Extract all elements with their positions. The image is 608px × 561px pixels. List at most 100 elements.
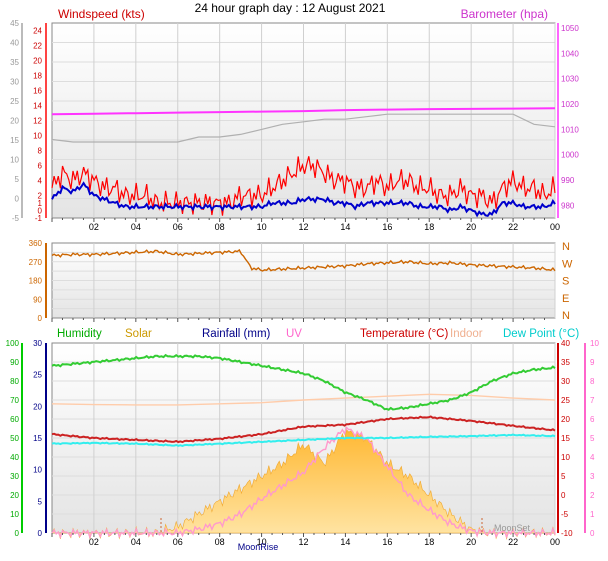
temp-tick: 20: [561, 415, 570, 424]
wind-inner-tick: 1: [38, 199, 43, 208]
legend-uv: UV: [286, 328, 302, 340]
wind-outer-tick: 25: [10, 97, 19, 106]
x-tick-label: 18: [424, 537, 434, 547]
x-tick-label: 02: [89, 537, 99, 547]
dir-tick: 270: [29, 258, 43, 267]
baro-tick: 990: [561, 176, 575, 185]
compass-tick: E: [562, 293, 569, 305]
uv-tick: 8: [590, 377, 595, 386]
x-tick-label: 16: [382, 537, 392, 547]
baro-tick: 1040: [561, 49, 579, 58]
x-tick-label: 08: [215, 537, 225, 547]
wind-outer-tick: 30: [10, 78, 19, 87]
dir-tick: 90: [33, 295, 42, 304]
baro-tick: 980: [561, 201, 575, 210]
series-humidity: [51, 353, 556, 411]
humidity-tick: 40: [10, 453, 19, 462]
uv-tick: 9: [590, 358, 595, 367]
humidity-tick: 50: [10, 434, 19, 443]
series-uv: [51, 426, 556, 540]
wind-inner-tick: 24: [33, 27, 42, 36]
wind-series: [51, 107, 556, 218]
x-tick-label: 20: [466, 222, 476, 232]
wind-outer-tick: 45: [10, 19, 19, 28]
wind-outer-tick: 15: [10, 136, 19, 145]
climate-legend: Humidity Solar Rainfall (mm) UV Temperat…: [57, 328, 579, 340]
wind-outer-tick: 35: [10, 58, 19, 67]
series-wind: [51, 156, 556, 216]
temp-tick: 5: [561, 472, 566, 481]
wind-axis-label: Windspeed (kts): [58, 7, 145, 21]
wind-inner-tick: -1: [35, 214, 43, 223]
series-dir: [51, 248, 556, 272]
wind-inner-tick: 2: [38, 192, 43, 201]
x-tick-label: 10: [257, 537, 267, 547]
wind-inner-tick: 12: [33, 117, 42, 126]
temp-tick: 35: [561, 358, 570, 367]
x-tick-label: 02: [89, 222, 99, 232]
temp-tick: -10: [561, 529, 573, 538]
x-tick-label: 04: [131, 222, 141, 232]
wind-inner-tick: 4: [38, 177, 43, 186]
climate-series: [51, 353, 556, 540]
uv-tick: 6: [590, 415, 595, 424]
legend-humidity: Humidity: [57, 328, 102, 340]
humidity-tick: 70: [10, 396, 19, 405]
wind-outer-tick: 20: [10, 117, 19, 126]
compass-tick: N: [562, 310, 570, 322]
wind-outer-tick: 5: [15, 175, 20, 184]
wind-inner-tick: 0: [38, 207, 43, 216]
wind-inner-tick: 6: [38, 162, 43, 171]
x-tick-label: 22: [508, 222, 518, 232]
x-tick-label: 04: [131, 537, 141, 547]
x-tick-label: 22: [508, 537, 518, 547]
compass-tick: N: [562, 241, 570, 253]
temp-tick: 25: [561, 396, 570, 405]
uv-tick: 7: [590, 396, 595, 405]
direction-series: [51, 248, 556, 272]
x-tick-label: 18: [424, 222, 434, 232]
series-baro_alt: [51, 113, 556, 143]
temp-tick: 30: [561, 377, 570, 386]
wind-inner-tick: 8: [38, 147, 43, 156]
legend-rainfall: Rainfall (mm): [202, 328, 271, 340]
uv-tick: 2: [590, 491, 595, 500]
baro-tick: 1010: [561, 125, 579, 134]
series-baro: [51, 107, 556, 116]
wind-outer-tick: 40: [10, 39, 19, 48]
uv-tick: 4: [590, 453, 595, 462]
x-tick-label: 14: [340, 537, 350, 547]
humidity-tick: 90: [10, 358, 19, 367]
rain-tick: 15: [33, 434, 42, 443]
x-tick-label: 10: [257, 222, 267, 232]
rain-tick: 0: [38, 529, 43, 538]
dir-tick: 180: [29, 277, 43, 286]
legend-dewpoint: Dew Point (°C): [503, 328, 579, 340]
uv-tick: 5: [590, 434, 595, 443]
series-dewpoint: [51, 433, 556, 447]
temp-tick: 0: [561, 491, 566, 500]
x-tick-label: 06: [173, 222, 183, 232]
wind-inner-tick: 20: [33, 57, 42, 66]
wind-outer-tick: -5: [12, 214, 20, 223]
uv-tick: 3: [590, 472, 595, 481]
temp-tick: 15: [561, 434, 570, 443]
legend-temperature: Temperature (°C): [360, 328, 448, 340]
dir-tick: 360: [29, 239, 43, 248]
compass-tick: W: [562, 258, 573, 270]
rain-tick: 10: [33, 466, 42, 475]
humidity-tick: 100: [6, 339, 20, 348]
series-gust: [51, 181, 556, 218]
temp-tick: 10: [561, 453, 570, 462]
humidity-tick: 10: [10, 510, 19, 519]
x-tick-label: 12: [298, 222, 308, 232]
dir-tick: 0: [38, 314, 43, 323]
x-tick-label: 08: [215, 222, 225, 232]
x-tick-label: 12: [298, 537, 308, 547]
wind-inner-tick: 14: [33, 102, 42, 111]
legend-indoor: Indoor: [450, 328, 483, 340]
humidity-tick: 0: [15, 529, 20, 538]
temp-tick: -5: [561, 510, 569, 519]
wind-outer-tick: 10: [10, 156, 19, 165]
